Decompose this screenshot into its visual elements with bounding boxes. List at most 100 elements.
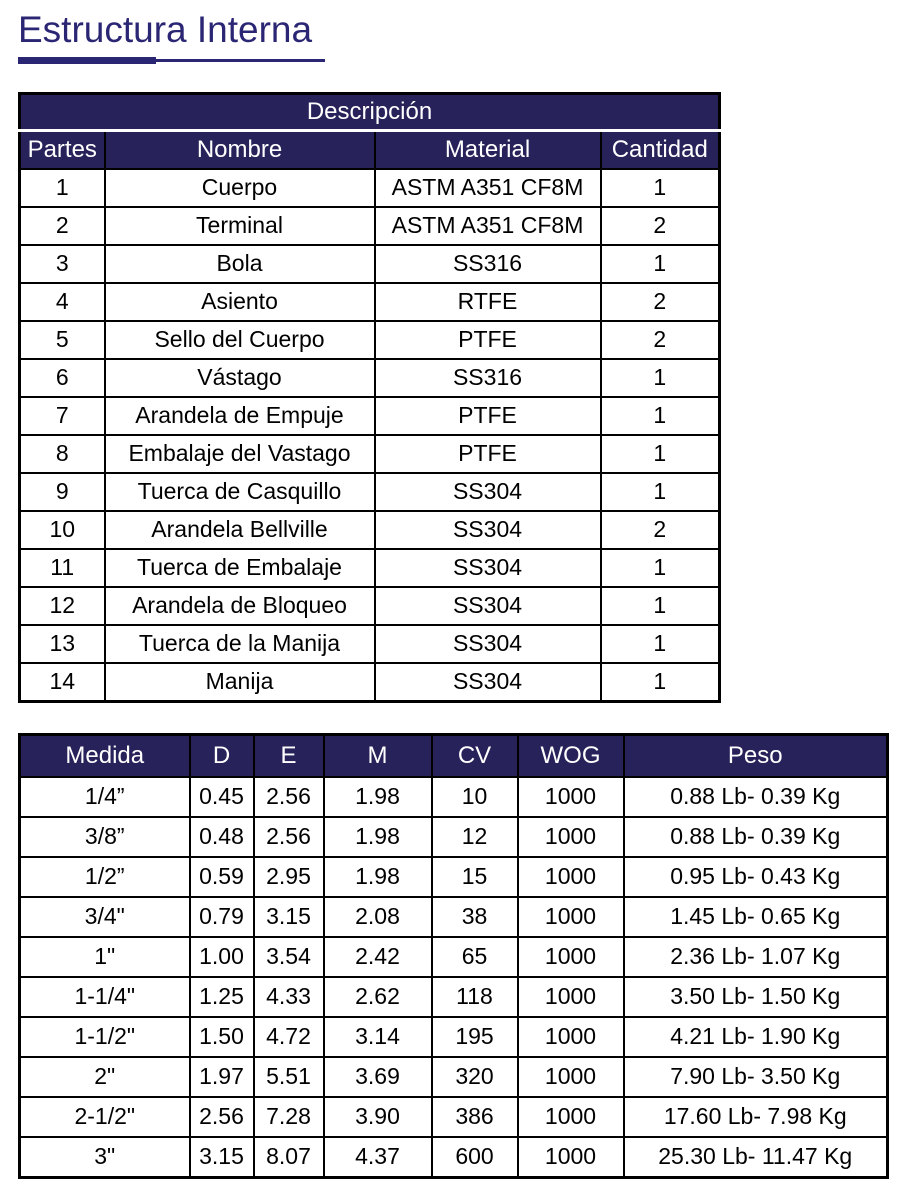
table-cell: 1.98: [322, 815, 433, 858]
table-cell: 2: [599, 205, 721, 246]
table-cell: Terminal: [103, 205, 376, 246]
column-header-cantidad: Cantidad: [599, 129, 721, 170]
title-underline-thin-segment: [156, 58, 325, 62]
table-cell: 1.45 Lb- 0.65 Kg: [622, 895, 889, 938]
table-cell: 2": [18, 1055, 191, 1098]
table-cell: SS304: [373, 547, 602, 588]
table-row: 13 Tuerca de la Manija SS304 1: [18, 623, 721, 664]
column-header-partes: Partes: [18, 129, 106, 170]
table-cell: 1-1/2": [18, 1015, 191, 1058]
table-cell: ASTM A351 CF8M: [373, 205, 602, 246]
table-cell: 7.90 Lb- 3.50 Kg: [622, 1055, 889, 1098]
table-row: 2 Terminal ASTM A351 CF8M 2: [18, 205, 721, 246]
table-cell: 1: [599, 585, 721, 626]
table-cell: ASTM A351 CF8M: [373, 167, 602, 208]
table-cell: 7: [18, 395, 106, 436]
dimensions-table-body: 1/4” 0.45 2.56 1.98 10 1000 0.88 Lb- 0.39 Kg 3/…: [18, 775, 889, 1179]
title-underline-thick-segment: [18, 56, 156, 64]
table-cell: 3.15: [188, 1135, 255, 1179]
table-cell: 1.00: [188, 935, 255, 978]
table-cell: 9: [18, 471, 106, 512]
table-row: 11 Tuerca de Embalaje SS304 1: [18, 547, 721, 588]
table-cell: 1.97: [188, 1055, 255, 1098]
table-cell: Arandela de Bloqueo: [103, 585, 376, 626]
table-row: 1" 1.00 3.54 2.42 65 1000 2.36 Lb- 1.07 Kg: [18, 935, 889, 978]
table-cell: 3.15: [252, 895, 325, 938]
table-row: 1-1/4" 1.25 4.33 2.62 118 1000 3.50 Lb- 1.50 K…: [18, 975, 889, 1018]
table-cell: 1000: [516, 1135, 625, 1179]
table-cell: 1000: [516, 1015, 625, 1058]
table-cell: 0.88 Lb- 0.39 Kg: [622, 815, 889, 858]
parts-table-body: 1 Cuerpo ASTM A351 CF8M 1 2 Terminal ASTM A351…: [18, 167, 721, 703]
table-cell: 1: [599, 623, 721, 664]
column-header-m: M: [322, 733, 433, 778]
table-cell: 3.90: [322, 1095, 433, 1138]
table-cell: 5: [18, 319, 106, 360]
table-cell: 4.33: [252, 975, 325, 1018]
table-cell: 1.98: [322, 775, 433, 818]
table-cell: 14: [18, 661, 106, 703]
table-cell: 1: [599, 433, 721, 474]
table-cell: PTFE: [373, 319, 602, 360]
table-cell: Sello del Cuerpo: [103, 319, 376, 360]
table-cell: 2.08: [322, 895, 433, 938]
table-row: 3 Bola SS316 1: [18, 243, 721, 284]
table-cell: 38: [430, 895, 519, 938]
table-row: 1 Cuerpo ASTM A351 CF8M 1: [18, 167, 721, 208]
table-cell: 2: [599, 319, 721, 360]
table-cell: 3: [18, 243, 106, 284]
table-cell: Arandela Bellville: [103, 509, 376, 550]
table-row: 3" 3.15 8.07 4.37 600 1000 25.30 Lb- 11.47 Kg: [18, 1135, 889, 1179]
table-cell: PTFE: [373, 433, 602, 474]
table-cell: 17.60 Lb- 7.98 Kg: [622, 1095, 889, 1138]
table-cell: 1.98: [322, 855, 433, 898]
table-cell: Arandela de Empuje: [103, 395, 376, 436]
table-cell: 2-1/2": [18, 1095, 191, 1138]
table-cell: Cuerpo: [103, 167, 376, 208]
table-cell: 1: [18, 167, 106, 208]
table-cell: 4.72: [252, 1015, 325, 1058]
table-cell: 1000: [516, 1095, 625, 1138]
table-cell: 3.54: [252, 935, 325, 978]
dimensions-table-header-row: Medida D E M CV WOG Peso: [18, 733, 889, 778]
column-header-wog: WOG: [516, 733, 625, 778]
table-cell: Vástago: [103, 357, 376, 398]
table-cell: 2: [599, 509, 721, 550]
table-cell: 4.21 Lb- 1.90 Kg: [622, 1015, 889, 1058]
table-row: 5 Sello del Cuerpo PTFE 2: [18, 319, 721, 360]
table-cell: 1-1/4": [18, 975, 191, 1018]
table-row: 8 Embalaje del Vastago PTFE 1: [18, 433, 721, 474]
table-row: 3/8” 0.48 2.56 1.98 12 1000 0.88 Lb- 0.39 Kg: [18, 815, 889, 858]
table-cell: 2.62: [322, 975, 433, 1018]
table-row: 14 Manija SS304 1: [18, 661, 721, 703]
table-cell: 8.07: [252, 1135, 325, 1179]
table-cell: 15: [430, 855, 519, 898]
table-row: 1-1/2" 1.50 4.72 3.14 195 1000 4.21 Lb- 1.90 K…: [18, 1015, 889, 1058]
table-cell: 2.56: [252, 775, 325, 818]
table-cell: 1: [599, 395, 721, 436]
table-cell: 1000: [516, 1055, 625, 1098]
table-cell: Embalaje del Vastago: [103, 433, 376, 474]
table-cell: 1/2”: [18, 855, 191, 898]
table-cell: 2.42: [322, 935, 433, 978]
table-cell: 65: [430, 935, 519, 978]
table-cell: 5.51: [252, 1055, 325, 1098]
table-cell: 1/4”: [18, 775, 191, 818]
column-header-peso: Peso: [622, 733, 889, 778]
table-cell: 7.28: [252, 1095, 325, 1138]
table-cell: Bola: [103, 243, 376, 284]
table-cell: 8: [18, 433, 106, 474]
page-title: Estructura Interna: [18, 9, 313, 50]
table-cell: 6: [18, 357, 106, 398]
column-header-nombre: Nombre: [103, 129, 376, 170]
table-row: 4 Asiento RTFE 2: [18, 281, 721, 322]
table-cell: 1: [599, 661, 721, 703]
table-cell: 0.95 Lb- 0.43 Kg: [622, 855, 889, 898]
table-cell: 118: [430, 975, 519, 1018]
title-underline: [18, 56, 325, 64]
table-cell: 0.88 Lb- 0.39 Kg: [622, 775, 889, 818]
table-cell: 3.50 Lb- 1.50 Kg: [622, 975, 889, 1018]
parts-table-title: Descripción: [18, 92, 721, 132]
table-cell: 0.59: [188, 855, 255, 898]
